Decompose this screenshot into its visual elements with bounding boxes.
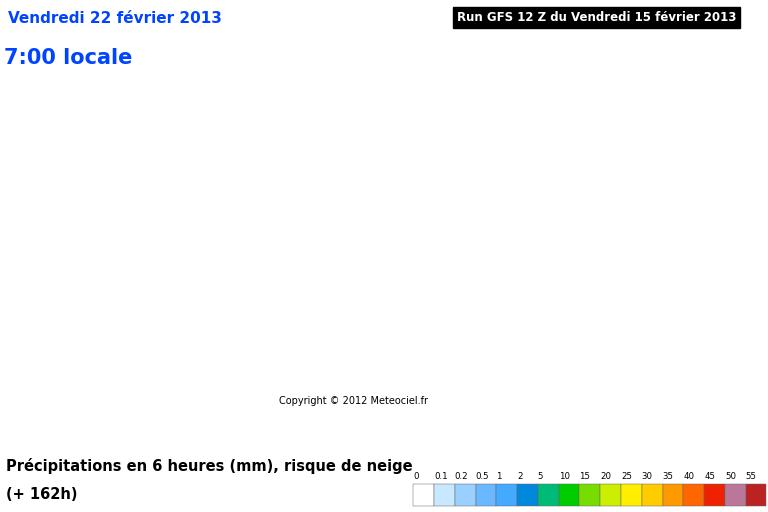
Bar (496, 484, 517, 506)
Bar (621, 484, 642, 506)
Text: 0.2: 0.2 (455, 472, 468, 481)
Bar (684, 484, 704, 506)
Text: 15: 15 (579, 472, 591, 481)
Text: 45: 45 (704, 472, 715, 481)
Bar (455, 484, 475, 506)
Bar (475, 484, 496, 506)
Bar (413, 484, 434, 506)
Text: 55: 55 (746, 472, 756, 481)
Bar (517, 484, 538, 506)
Text: 35: 35 (663, 472, 674, 481)
Bar (579, 484, 601, 506)
Text: 40: 40 (684, 472, 694, 481)
Bar (642, 484, 663, 506)
Text: 0.5: 0.5 (475, 472, 489, 481)
Text: 2: 2 (517, 472, 522, 481)
Bar (558, 484, 579, 506)
Bar (601, 484, 621, 506)
Text: 25: 25 (621, 472, 632, 481)
Text: 0.1: 0.1 (434, 472, 448, 481)
Bar (434, 484, 455, 506)
Text: 5: 5 (538, 472, 544, 481)
Text: Run GFS 12 Z du Vendredi 15 février 2013: Run GFS 12 Z du Vendredi 15 février 2013 (457, 11, 737, 25)
Bar (704, 484, 725, 506)
Text: Précipitations en 6 heures (mm), risque de neige: Précipitations en 6 heures (mm), risque … (6, 458, 412, 474)
Text: 50: 50 (725, 472, 736, 481)
Text: (+ 162h): (+ 162h) (6, 487, 78, 502)
Text: 7:00 locale: 7:00 locale (4, 48, 132, 68)
Bar (746, 484, 766, 506)
Text: Vendredi 22 février 2013: Vendredi 22 février 2013 (8, 11, 221, 26)
Text: 1: 1 (496, 472, 502, 481)
Text: 20: 20 (601, 472, 611, 481)
Text: Copyright © 2012 Meteociel.fr: Copyright © 2012 Meteociel.fr (279, 396, 428, 406)
Bar (538, 484, 558, 506)
Bar (725, 484, 746, 506)
Text: 30: 30 (642, 472, 653, 481)
Text: 0: 0 (413, 472, 419, 481)
Bar (663, 484, 684, 506)
Text: 10: 10 (558, 472, 570, 481)
